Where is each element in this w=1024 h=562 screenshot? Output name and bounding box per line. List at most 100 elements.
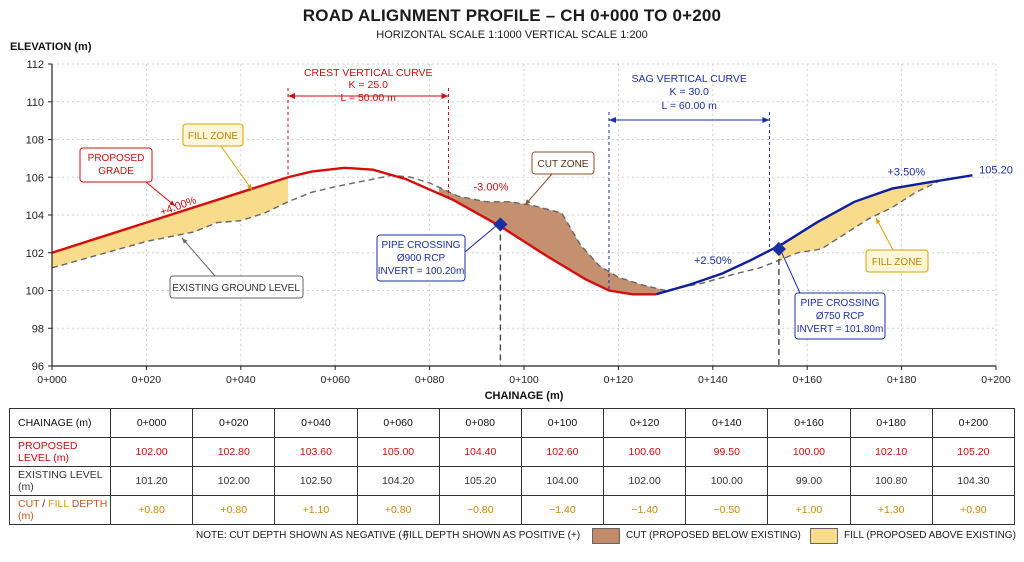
existing-row-header: EXISTING LEVEL (m) (9, 466, 111, 496)
note-fill-positive: FILL DEPTH SHOWN AS POSITIVE (+) (403, 530, 581, 541)
profile-data-table: CHAINAGE (m) 0+000 0+020 0+040 0+060 0+080 0+… (9, 408, 1016, 525)
fill-legend-swatch (810, 528, 838, 544)
chainage-row-header: CHAINAGE (m) (9, 408, 111, 438)
y-tick-label: 106 (26, 172, 44, 184)
y-tick-label: 110 (26, 97, 44, 109)
cut-fill-depth-cell: −1.40 (520, 495, 605, 525)
x-tick-label: 0+200 (981, 374, 1011, 386)
vertical-curve-length: L = 60.00 m (662, 100, 718, 112)
chainage-row: CHAINAGE (m) 0+000 0+020 0+040 0+060 0+080 0+… (9, 408, 1016, 438)
chainage-cell: 0+140 (685, 408, 769, 438)
cut-fill-depth-cell: −1.40 (603, 495, 687, 525)
existing-ground-line (51, 174, 940, 292)
pipe-crossing-2-marker (771, 241, 786, 257)
proposed-level-cell: 102.80 (192, 437, 276, 467)
proposed-grade-line-sag (655, 174, 973, 296)
existing-level-cell: 104.00 (520, 466, 605, 496)
cut-word: CUT (18, 498, 40, 510)
y-tick-label: 112 (26, 59, 44, 71)
profile-chart: 96 98 100 102 104 106 108 110 112 0+000 0+020 0+040… (10, 41, 1013, 402)
y-tick-label: 108 (26, 135, 44, 147)
cut-fill-areas (52, 177, 940, 295)
existing-level-cell: 104.30 (931, 466, 1016, 496)
x-tick-label: 0+180 (887, 374, 917, 386)
cut-zone-callout (531, 151, 595, 175)
grade-label: 105.20 (979, 164, 1013, 176)
fill-word: FILL (48, 498, 69, 510)
pipe-crossing-2-callout (794, 292, 886, 340)
x-axis-title: CHAINAGE (m) (485, 390, 564, 402)
existing-level-cell: 102.00 (603, 466, 687, 496)
x-tick-label: 0+020 (132, 374, 162, 386)
arrow-head (762, 117, 770, 123)
existing-ground-leader (181, 237, 216, 277)
y-tick-label: 98 (32, 323, 44, 335)
profile-lines (51, 166, 973, 296)
y-tick-label: 96 (32, 361, 44, 373)
grade-label: +2.50% (694, 255, 732, 267)
fill-zone-right-callout (865, 249, 929, 273)
cut-fill-depth-cell: +0.80 (109, 495, 194, 525)
chainage-cell: 0+100 (520, 408, 605, 438)
existing-level-cell: 101.20 (109, 466, 194, 496)
fill-zone-right-leader (875, 217, 894, 251)
chainage-cell: 0+120 (603, 408, 687, 438)
chainage-cell: 0+180 (849, 408, 933, 438)
pipe-crossing-1-marker (493, 217, 508, 232)
cut-fill-depth-cell: −0.80 (438, 495, 522, 525)
cut-zone-callout-text: CUT ZONE (538, 159, 589, 170)
legend-row: NOTE: CUT DEPTH SHOWN AS NEGATIVE (-) FI… (0, 528, 1024, 544)
chainage-cell: 0+080 (438, 408, 522, 438)
chainage-cell: 0+000 (109, 408, 194, 438)
arrow-head (876, 218, 881, 224)
pipe-crossing-1-text: Ø900 RCP (397, 253, 446, 264)
arrow-head (246, 184, 252, 190)
pipe-crossing-2-text: Ø750 RCP (816, 311, 865, 322)
cut-legend-swatch (592, 528, 620, 544)
x-tick-label: 0+100 (509, 374, 539, 386)
proposed-level-cell: 100.00 (767, 437, 851, 467)
pipe-crossing-2-leader (781, 252, 801, 294)
proposed-level-cell: 102.00 (109, 437, 194, 467)
chart-subtitle: HORIZONTAL SCALE 1:1000 VERTICAL SCALE 1… (376, 29, 648, 41)
x-tick-label: 0+000 (37, 374, 67, 386)
proposed-level-cell: 102.60 (520, 437, 605, 467)
existing-ground-callout-text: EXISTING GROUND LEVEL (172, 283, 300, 294)
proposed-grade-callout-text: GRADE (98, 166, 134, 177)
proposed-level-cell: 100.60 (603, 437, 687, 467)
proposed-level-cell: 105.00 (356, 437, 440, 467)
existing-level-cell: 105.20 (438, 466, 522, 496)
cut-fill-depth-cell: +1.10 (274, 495, 358, 525)
arrow-head (182, 238, 188, 244)
grade-label: -3.00% (474, 181, 509, 193)
y-tick-label: 102 (26, 248, 44, 260)
fill-zone-area (52, 177, 288, 268)
cut-zone-leader (524, 173, 553, 206)
arrow-head (608, 117, 616, 123)
grade-label: +3.50% (888, 166, 926, 178)
arrow-head (525, 199, 531, 205)
proposed-level-cell: 103.60 (274, 437, 358, 467)
pipe-crossing-2-text: PIPE CROSSING (801, 298, 880, 309)
fill-zone-callout (182, 123, 244, 147)
vertical-curve-title: SAG VERTICAL CURVE (632, 73, 747, 85)
existing-level-cell: 100.00 (685, 466, 769, 496)
proposed-grade-callout-text: PROPOSED (88, 153, 145, 164)
pipe-crossing-1-text: PIPE CROSSING (382, 240, 461, 251)
existing-level-row: EXISTING LEVEL (m) 101.20 102.00 102.50 104… (9, 466, 1016, 496)
existing-level-cell: 99.00 (767, 466, 851, 496)
x-tick-label: 0+060 (320, 374, 350, 386)
vertical-curve-k: K = 30.0 (669, 86, 709, 98)
chainage-cell: 0+200 (931, 408, 1016, 438)
pipe-crossing-1-text: INVERT = 100.20m (378, 266, 465, 277)
y-tick-label: 100 (26, 286, 44, 298)
pipe-crossing-1-leader (464, 226, 496, 253)
cut-fill-row-header: CUT / FILL DEPTH (m) (9, 495, 111, 525)
y-axis-title: ELEVATION (m) (10, 41, 92, 53)
chart-title: ROAD ALIGNMENT PROFILE – CH 0+000 TO 0+2… (302, 6, 722, 25)
proposed-level-cell: 105.20 (931, 437, 1016, 467)
arrow-head (169, 200, 175, 206)
note-cut-negative: NOTE: CUT DEPTH SHOWN AS NEGATIVE (-) (196, 530, 409, 541)
cut-fill-depth-cell: −0.50 (685, 495, 769, 525)
